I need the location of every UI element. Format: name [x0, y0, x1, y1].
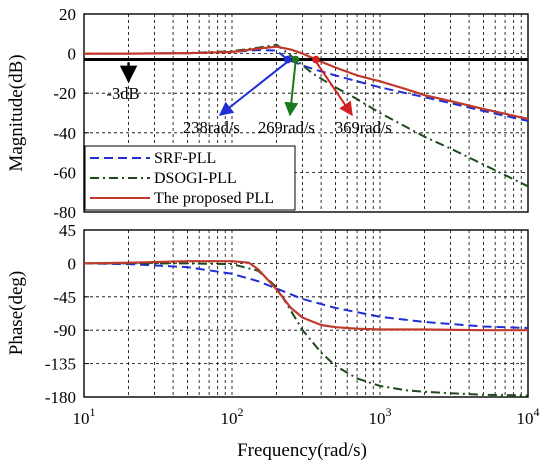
cutoff-arrow [218, 60, 289, 116]
x-tick-label: 102 [221, 405, 244, 428]
y-tick-label: -90 [53, 321, 76, 340]
phase-grid [84, 230, 528, 397]
phase-y-axis-label: Phase(deg) [6, 271, 27, 355]
x-axis-ticks: 101 102 103 104 [73, 405, 540, 428]
cutoff-point-marker [291, 55, 300, 64]
y-tick-label: 0 [68, 254, 77, 273]
legend-entry-label: The proposed PLL [154, 190, 274, 207]
series-line-the-proposed-pll [84, 45, 528, 120]
magnitude-y-ticks: 20 0 -20 -40 -60 -80 [53, 5, 89, 222]
series-line-dsogi-pll [84, 262, 528, 397]
phase-panel: 45 0 -45 -90 -135 -180 Phase(deg) [6, 221, 529, 407]
y-tick-label: -80 [53, 203, 76, 222]
magnitude-y-axis-label: Magnitude(dB) [6, 54, 27, 171]
y-tick-label: -20 [53, 84, 76, 103]
magnitude-panel: 20 0 -20 -40 -60 -80 -3dB 238rad/s 269rad/s 369r… [6, 5, 529, 222]
y-tick-label: -40 [53, 124, 76, 143]
phase-y-ticks: 45 0 -45 -90 -135 -180 [45, 221, 89, 407]
y-tick-label: -135 [45, 355, 76, 374]
phase-curves [84, 260, 528, 397]
cutoff-point-marker [283, 55, 292, 64]
y-tick-label: 0 [68, 45, 77, 64]
minus-3db-label: -3dB [107, 84, 140, 103]
x-axis-label: Frequency(rad/s) [237, 440, 367, 461]
legend: SRF-PLL DSOGI-PLL The proposed PLL [84, 145, 296, 211]
x-tick-label: 101 [73, 405, 96, 428]
series-line-srf-pll [84, 262, 528, 329]
legend-entry-label: DSOGI-PLL [154, 170, 237, 187]
y-tick-label: -45 [53, 288, 76, 307]
x-tick-label: 103 [369, 405, 392, 428]
y-tick-label: -60 [53, 163, 76, 182]
y-tick-label: -180 [45, 388, 76, 407]
cutoff-frequency-label: 369rad/s [335, 118, 392, 137]
cutoff-point-marker [312, 55, 320, 64]
x-tick-label: 104 [517, 405, 540, 428]
phase-axes-frame [83, 229, 529, 398]
series-line-dsogi-pll [84, 43, 528, 188]
y-tick-label: 20 [59, 5, 76, 24]
cutoff-frequency-label: 238rad/s [183, 118, 240, 137]
cutoff-arrow [315, 60, 353, 117]
magnitude-axes-frame [83, 13, 529, 213]
legend-box [84, 145, 296, 211]
series-line-the-proposed-pll [84, 260, 528, 332]
cutoff-arrow [284, 61, 299, 117]
magnitude-annotations: -3dB 238rad/s 269rad/s 369rad/s [107, 55, 392, 137]
y-tick-label: 45 [59, 221, 76, 240]
cutoff-frequency-label: 269rad/s [258, 118, 315, 137]
legend-entry-label: SRF-PLL [154, 150, 216, 167]
